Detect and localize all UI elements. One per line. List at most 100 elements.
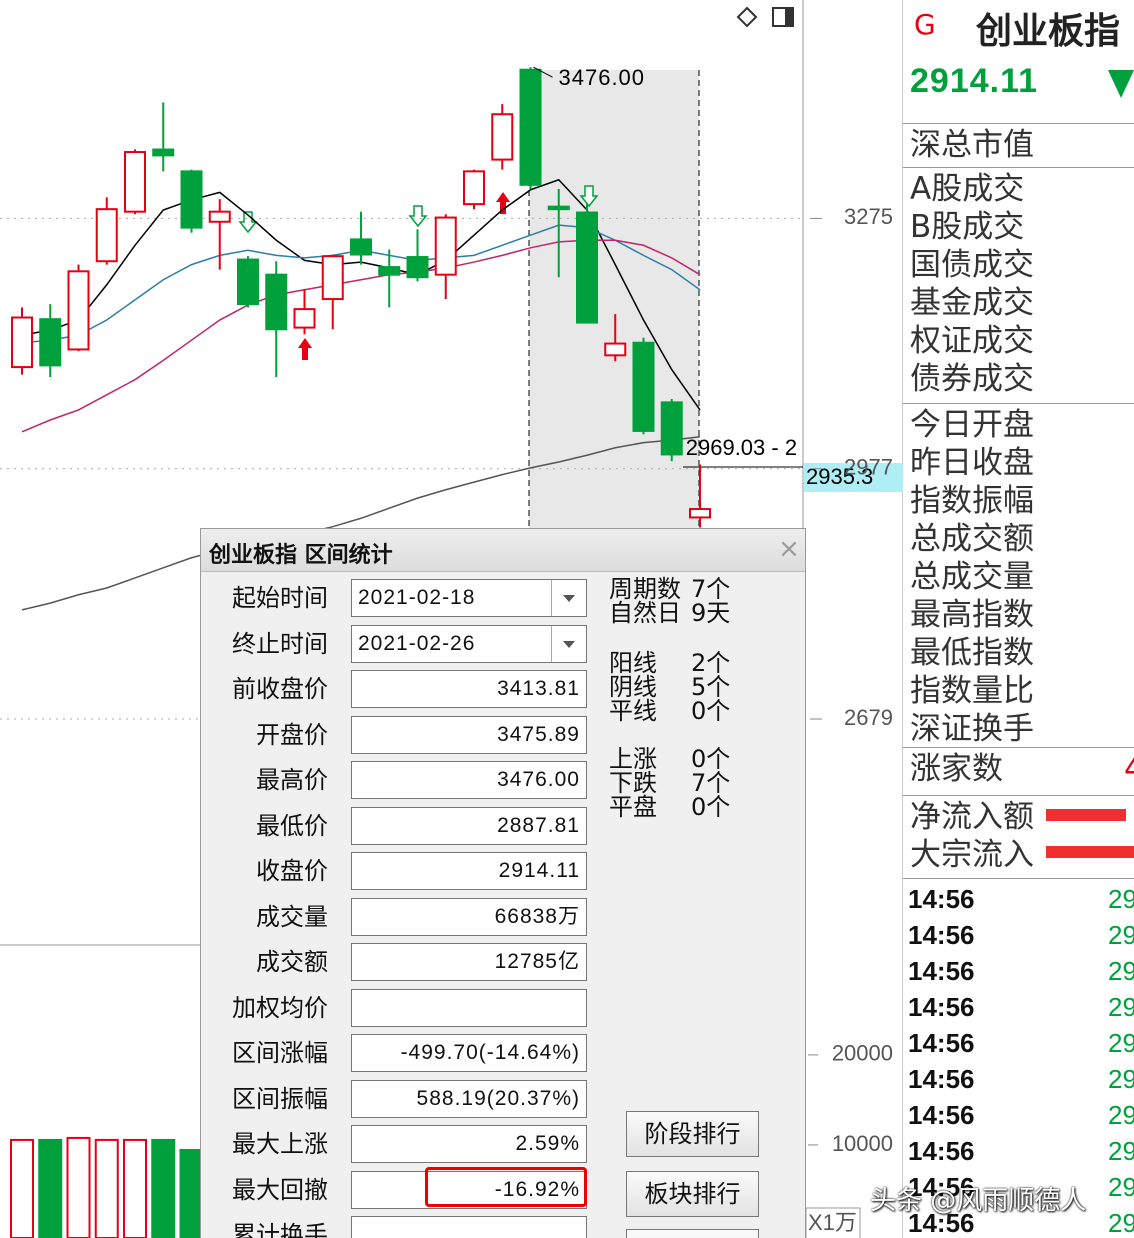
candle-body	[265, 273, 288, 331]
field-box: 588.19(20.37%)	[351, 1079, 587, 1118]
y-tick-label: 20000	[832, 1041, 893, 1066]
tick-time: 14:56	[908, 1028, 975, 1058]
y-tick-label: 2977	[844, 455, 893, 480]
info-label: 净流入额	[910, 799, 1034, 835]
tick-time: 14:56	[908, 956, 975, 986]
candle-body	[660, 401, 683, 456]
field-box: 12785亿	[351, 943, 587, 981]
candle-body	[321, 255, 344, 301]
action-button[interactable]	[626, 1229, 759, 1238]
field-label: 前收盘价	[232, 675, 328, 703]
info-label: 深总市值	[910, 127, 1034, 163]
y-tick-label: 2679	[844, 705, 893, 730]
tick-price: 29	[1108, 1136, 1134, 1166]
tick-time: 14:56	[908, 1208, 975, 1238]
dropdown-arrow	[563, 595, 575, 602]
field-label: 起始时间	[232, 584, 328, 612]
field-box: 3475.89	[351, 715, 587, 754]
y-tick-label: 10000	[832, 1131, 893, 1156]
candle-body	[237, 258, 259, 306]
field-box[interactable]: 2021-02-18	[351, 579, 587, 617]
toolbar-icon[interactable]	[736, 6, 758, 28]
tick-time: 14:56	[908, 992, 975, 1022]
watermark: 头条 @风雨顺德人	[870, 1186, 1087, 1216]
field-box: 3476.00	[351, 761, 587, 799]
field-label: 最低价	[256, 811, 328, 840]
volume-bar	[123, 1138, 147, 1238]
info-label: 涨家数	[910, 751, 1003, 787]
action-button[interactable]: 板块排行	[626, 1171, 759, 1217]
group-separator	[903, 795, 1134, 796]
volume-bar	[10, 1138, 34, 1238]
y-tick-label: 3275	[844, 204, 893, 229]
candle-body	[689, 508, 711, 519]
field-value: 66838万	[494, 904, 580, 928]
advance-count: 4	[1124, 751, 1134, 787]
field-label: 收盘价	[256, 857, 328, 885]
info-label: 债券成交	[910, 361, 1034, 397]
cursor-box	[804, 463, 903, 492]
field-box	[351, 988, 587, 1027]
info-label: 指数振幅	[910, 483, 1034, 519]
sell-arrow	[238, 211, 258, 234]
low-label: 2969.03 - 2	[686, 435, 797, 460]
volume-bar	[151, 1138, 176, 1238]
candle-body	[208, 210, 231, 223]
info-label: B股成交	[910, 209, 1025, 245]
buy-arrow	[298, 338, 312, 360]
stat-label: 平线	[609, 697, 657, 725]
field-box[interactable]: 2021-02-26	[351, 624, 587, 663]
field-box: -16.92%	[351, 1170, 587, 1209]
candle-body	[350, 238, 372, 256]
candle-body	[378, 266, 401, 276]
field-value: 3413.81	[497, 677, 580, 700]
field-box: -499.70(-14.64%)	[351, 1034, 587, 1072]
info-label: A股成交	[910, 171, 1025, 207]
info-label: 总成交量	[910, 559, 1034, 595]
candle-body	[463, 170, 485, 206]
field-label: 加权均价	[232, 993, 328, 1022]
tick-price: 29	[1108, 956, 1134, 986]
field-value: -16.92%	[494, 1177, 580, 1201]
field-box: 2887.81	[351, 806, 587, 845]
close-button[interactable]: ×	[778, 534, 800, 564]
field-box: 2914.11	[351, 852, 587, 890]
candle-body	[11, 316, 33, 369]
info-label: 今日开盘	[910, 407, 1034, 443]
dropdown-button[interactable]	[551, 580, 586, 616]
market-marker: G	[914, 8, 936, 41]
candle-body	[124, 151, 146, 213]
dialog-title: 创业板指 区间统计	[209, 543, 393, 568]
field-label: 终止时间	[232, 629, 328, 658]
stat-label: 周期数	[609, 575, 681, 603]
stat-value: 0个	[691, 793, 731, 821]
candle-body	[491, 113, 514, 161]
action-button[interactable]: 阶段排行	[626, 1111, 759, 1157]
tick-price: 29	[1108, 1028, 1134, 1058]
field-value: 2021-02-18	[358, 586, 476, 609]
flow-bar	[1046, 809, 1126, 821]
stat-value: 9天	[691, 599, 731, 627]
interval-stats-dialog: 创业板指 区间统计 × 起始时间 2021-02-18 终止时间 2021-02-26 前收…	[200, 528, 806, 1238]
candle-body	[39, 318, 62, 367]
info-label: 权证成交	[910, 323, 1034, 359]
field-value: 2914.11	[498, 859, 580, 882]
field-value: 2021-02-26	[358, 631, 476, 655]
down-triangle	[1108, 70, 1134, 98]
field-value: 2.59%	[515, 1132, 580, 1155]
dropdown-button[interactable]	[551, 625, 586, 662]
candle-body	[95, 208, 118, 263]
info-label: 昨日收盘	[910, 445, 1034, 481]
field-label: 成交额	[256, 948, 328, 976]
info-label: 总成交额	[910, 521, 1034, 557]
candle-body	[180, 170, 203, 229]
stat-label: 平盘	[609, 793, 657, 821]
candle-body	[293, 308, 316, 329]
info-label: 大宗流入	[910, 837, 1034, 873]
field-value: 588.19(20.37%)	[416, 1086, 580, 1110]
group-separator	[903, 167, 1134, 168]
sell-arrow	[408, 205, 428, 228]
info-label: 基金成交	[910, 285, 1034, 321]
group-separator	[903, 747, 1134, 748]
stat-label: 阳线	[609, 649, 657, 677]
